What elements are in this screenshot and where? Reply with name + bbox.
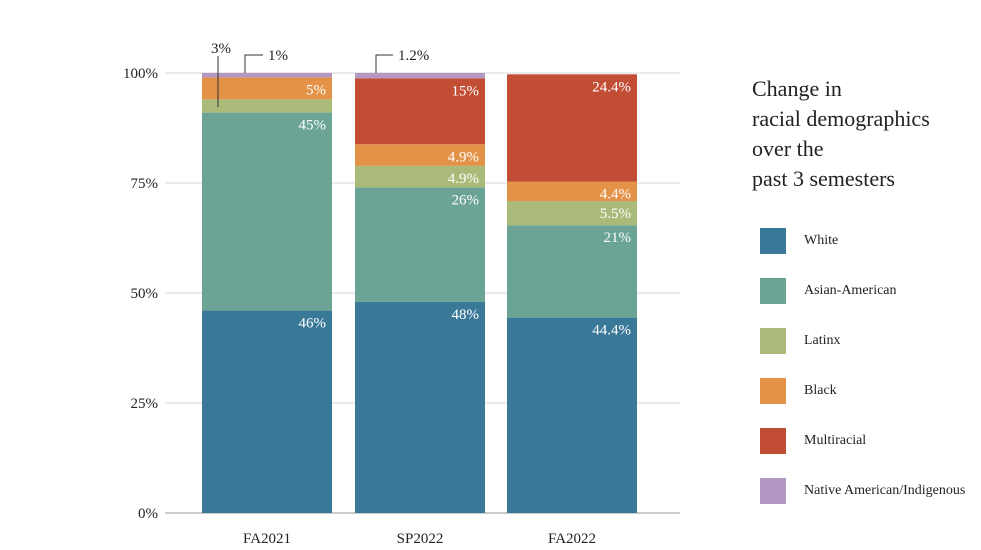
callout-label: 3% bbox=[211, 41, 231, 57]
data-label: 24.4% bbox=[592, 79, 631, 95]
legend-items: White Asian-American Latinx Black Multiracia… bbox=[752, 216, 977, 516]
bar-segment-native-american-indigenous bbox=[355, 73, 485, 79]
legend-swatch bbox=[760, 428, 786, 454]
bar-segment-white bbox=[355, 301, 485, 513]
legend-label: Black bbox=[804, 383, 837, 398]
legend-item: White bbox=[752, 216, 977, 266]
data-label: 44.4% bbox=[592, 323, 631, 339]
y-tick-label: 50% bbox=[131, 286, 159, 302]
callout-label: 1.2% bbox=[398, 48, 429, 64]
bar-segment-black bbox=[507, 181, 637, 202]
chart-title: Change in racial demographics over the p… bbox=[752, 76, 930, 191]
legend-swatch bbox=[760, 278, 786, 304]
bar-segment-white bbox=[507, 317, 637, 513]
data-label: 46% bbox=[299, 316, 327, 332]
legend-swatch bbox=[760, 478, 786, 504]
data-label: 4.4% bbox=[600, 187, 631, 203]
legend-label: Multiracial bbox=[804, 433, 867, 448]
bar-segment-asian-american bbox=[355, 187, 485, 302]
callout-line bbox=[375, 54, 393, 73]
data-label: 21% bbox=[604, 230, 632, 246]
callout-line bbox=[244, 54, 263, 73]
legend-label: White bbox=[804, 233, 839, 248]
y-tick-label: 25% bbox=[131, 396, 159, 412]
legend: Change in racial demographics over the p… bbox=[752, 74, 977, 516]
stacked-bar-chart: 0% 25% 50% 75% 100% 46% 45% 5% FA2021 48% 26% 4.9% 4… bbox=[123, 41, 680, 547]
bar-segment-multiracial bbox=[507, 74, 637, 182]
bar-segment-latinx bbox=[355, 165, 485, 188]
bar-segment-black bbox=[202, 77, 332, 100]
legend-swatch bbox=[760, 228, 786, 254]
bar-segment-asian-american bbox=[202, 112, 332, 311]
data-label: 15% bbox=[452, 83, 480, 99]
x-tick-label: SP2022 bbox=[397, 531, 444, 547]
data-label: 5.5% bbox=[600, 206, 631, 222]
x-tick-label: FA2022 bbox=[548, 531, 596, 547]
data-label: 26% bbox=[452, 192, 480, 208]
data-label: 45% bbox=[299, 118, 327, 134]
legend-item: Native American/Indigenous bbox=[752, 466, 977, 516]
data-label: 4.9% bbox=[448, 171, 479, 187]
bar-segment-white bbox=[202, 310, 332, 513]
legend-swatch bbox=[760, 378, 786, 404]
bar-segment-latinx bbox=[507, 201, 637, 226]
legend-label: Latinx bbox=[804, 333, 841, 348]
bar-segment-asian-american bbox=[507, 225, 637, 318]
data-label: 5% bbox=[306, 82, 326, 98]
bar-segment-multiracial bbox=[355, 78, 485, 145]
bar-segment-native-american-indigenous bbox=[202, 73, 332, 78]
legend-item: Asian-American bbox=[752, 266, 977, 316]
bar-segment-latinx bbox=[202, 99, 332, 113]
legend-label: Native American/Indigenous bbox=[804, 483, 966, 498]
y-tick-label: 75% bbox=[131, 176, 159, 192]
data-label: 4.9% bbox=[448, 149, 479, 165]
legend-label: Asian-American bbox=[804, 283, 897, 298]
x-tick-label: FA2021 bbox=[243, 531, 291, 547]
y-tick-label: 0% bbox=[138, 506, 158, 522]
legend-item: Black bbox=[752, 366, 977, 416]
bar-segment-black bbox=[355, 144, 485, 166]
legend-item: Latinx bbox=[752, 316, 977, 366]
legend-swatch bbox=[760, 328, 786, 354]
data-label: 48% bbox=[452, 307, 480, 323]
callout-label: 1% bbox=[268, 48, 288, 64]
y-tick-label: 100% bbox=[123, 66, 158, 82]
legend-item: Multiracial bbox=[752, 416, 977, 466]
